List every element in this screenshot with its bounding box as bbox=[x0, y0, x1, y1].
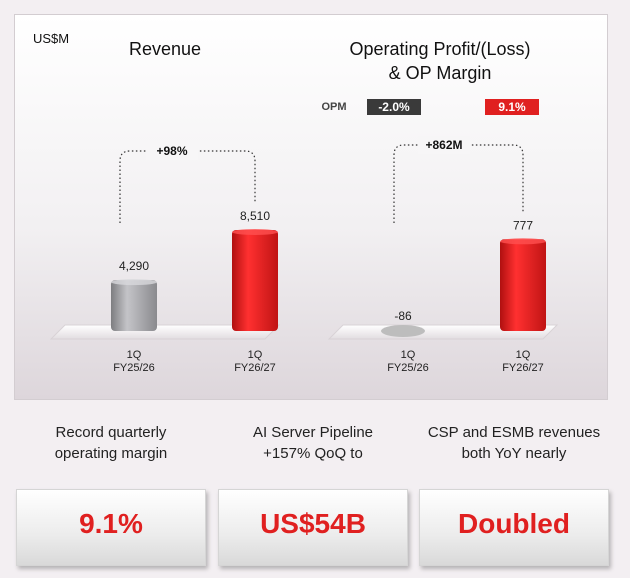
card-caption-line: +157% QoQ to bbox=[263, 445, 363, 462]
card-caption-line: both YoY nearly bbox=[461, 445, 567, 462]
opm-badge-value: -2.0% bbox=[378, 100, 410, 114]
op-chart-title-line2: & OP Margin bbox=[388, 63, 492, 83]
growth-bracket bbox=[119, 150, 256, 223]
growth-annotation: +98% bbox=[156, 144, 187, 158]
card-op-margin: Record quarterly operating margin 9.1% bbox=[16, 416, 206, 572]
chart-floor bbox=[49, 324, 281, 340]
x-tick-label: FY25/26 bbox=[113, 362, 155, 374]
op-chart-title: Operating Profit/(Loss) & OP Margin bbox=[315, 37, 565, 85]
bar bbox=[111, 280, 157, 331]
revenue-chart-title: Revenue bbox=[128, 39, 202, 59]
card-value: US$54B bbox=[260, 508, 366, 539]
data-label: -86 bbox=[394, 309, 412, 323]
opm-badge bbox=[485, 99, 539, 115]
card-caption-line: Record quarterly bbox=[55, 424, 167, 441]
data-label: 4,290 bbox=[119, 259, 149, 273]
x-tick-label: 1Q bbox=[248, 349, 263, 361]
bar bbox=[500, 239, 546, 331]
x-tick-label: 1Q bbox=[401, 349, 416, 361]
card-value-box: 9.1% bbox=[16, 489, 206, 566]
card-value-box: Doubled bbox=[419, 489, 609, 566]
opm-badge-value: 9.1% bbox=[498, 100, 526, 114]
x-tick-label: 1Q bbox=[516, 349, 531, 361]
charts-canvas: 4,2901QFY25/268,5101QFY26/27+98%-861QFY2… bbox=[49, 99, 559, 374]
card-caption: Record quarterly operating margin bbox=[16, 422, 206, 464]
card-caption-line: AI Server Pipeline bbox=[252, 424, 374, 441]
opm-label: OPM bbox=[321, 101, 346, 113]
op-chart-title-line1: Operating Profit/(Loss) bbox=[349, 39, 531, 59]
data-label: 8,510 bbox=[240, 209, 270, 223]
growth-label-bg bbox=[418, 136, 470, 154]
x-tick-label: FY26/27 bbox=[502, 362, 544, 374]
card-value: 9.1% bbox=[79, 508, 143, 539]
card-caption-line: CSP and ESMB revenues bbox=[427, 424, 601, 441]
card-caption-line: operating margin bbox=[54, 445, 168, 462]
card-caption: CSP and ESMB revenues both YoY nearly bbox=[419, 422, 609, 464]
x-tick-label: 1Q bbox=[127, 349, 142, 361]
opm-badge bbox=[367, 99, 421, 115]
x-tick-label: FY26/27 bbox=[234, 362, 276, 374]
bar-top-highlight bbox=[232, 229, 278, 235]
bar bbox=[232, 230, 278, 331]
x-tick-label: FY25/26 bbox=[387, 362, 429, 374]
growth-annotation: +862M bbox=[425, 138, 462, 152]
card-ai-pipeline: AI Server Pipeline +157% QoQ to US$54B bbox=[218, 416, 408, 572]
growth-bracket bbox=[393, 144, 524, 223]
charts-panel: US$M Revenue Operating Profit/(Loss) & O… bbox=[14, 14, 608, 400]
card-value-box: US$54B bbox=[218, 489, 408, 566]
card-csp-esmb: CSP and ESMB revenues both YoY nearly Dou… bbox=[419, 416, 609, 572]
bar bbox=[381, 325, 425, 337]
bar-top-highlight bbox=[111, 279, 157, 286]
data-label: 777 bbox=[513, 218, 533, 232]
card-value: Doubled bbox=[458, 508, 570, 539]
unit-label: US$M bbox=[33, 31, 70, 46]
card-caption: AI Server Pipeline +157% QoQ to bbox=[218, 422, 408, 464]
growth-label-bg bbox=[146, 142, 198, 160]
bar-top-highlight bbox=[500, 238, 546, 245]
